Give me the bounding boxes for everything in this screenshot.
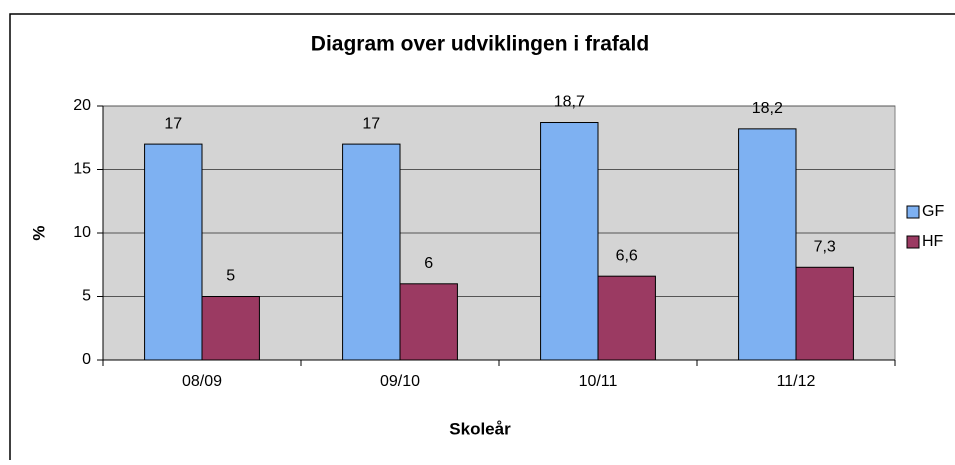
bar: [144, 143, 203, 361]
value-label: 6,6: [616, 247, 638, 264]
y-tick-label: 20: [73, 97, 91, 114]
bar: [342, 143, 401, 361]
x-axis-title: Skoleår: [449, 419, 511, 438]
legend-label: GF: [922, 203, 944, 220]
bar: [201, 296, 260, 361]
bar: [795, 266, 854, 361]
x-tick-label: 09/10: [380, 373, 420, 390]
y-axis-title: %: [29, 225, 48, 240]
y-tick-label: 15: [73, 161, 91, 178]
value-label: 5: [226, 268, 235, 285]
value-label: 17: [362, 115, 380, 132]
y-tick-label: 10: [73, 224, 91, 241]
value-label: 18,2: [752, 100, 783, 117]
y-tick-label: 0: [82, 351, 91, 368]
x-tick-label: 10/11: [579, 373, 618, 390]
value-label: 18,7: [554, 94, 585, 111]
bar: [399, 283, 458, 361]
y-tick-label: 5: [82, 288, 91, 305]
value-label: 7,3: [814, 239, 836, 256]
bar: [540, 122, 599, 361]
bar: [597, 275, 656, 361]
legend-label: HF: [922, 233, 944, 250]
x-tick-label: 08/09: [182, 373, 222, 390]
legend-swatch: [906, 205, 920, 219]
legend-swatch: [906, 235, 920, 249]
bar: [738, 128, 797, 361]
x-tick-label: 11/12: [777, 373, 816, 390]
chart-title: Diagram over udviklingen i frafald: [311, 33, 649, 56]
value-label: 17: [164, 115, 182, 132]
value-label: 6: [424, 255, 433, 272]
